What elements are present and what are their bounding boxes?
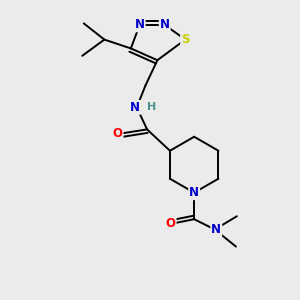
Text: S: S [181,33,190,46]
Text: N: N [160,18,170,32]
Text: H: H [147,102,156,112]
Text: N: N [130,101,140,114]
Text: N: N [135,18,145,32]
Text: N: N [211,223,221,236]
Text: O: O [166,217,176,230]
Text: N: N [189,186,199,199]
Text: O: O [112,127,123,140]
